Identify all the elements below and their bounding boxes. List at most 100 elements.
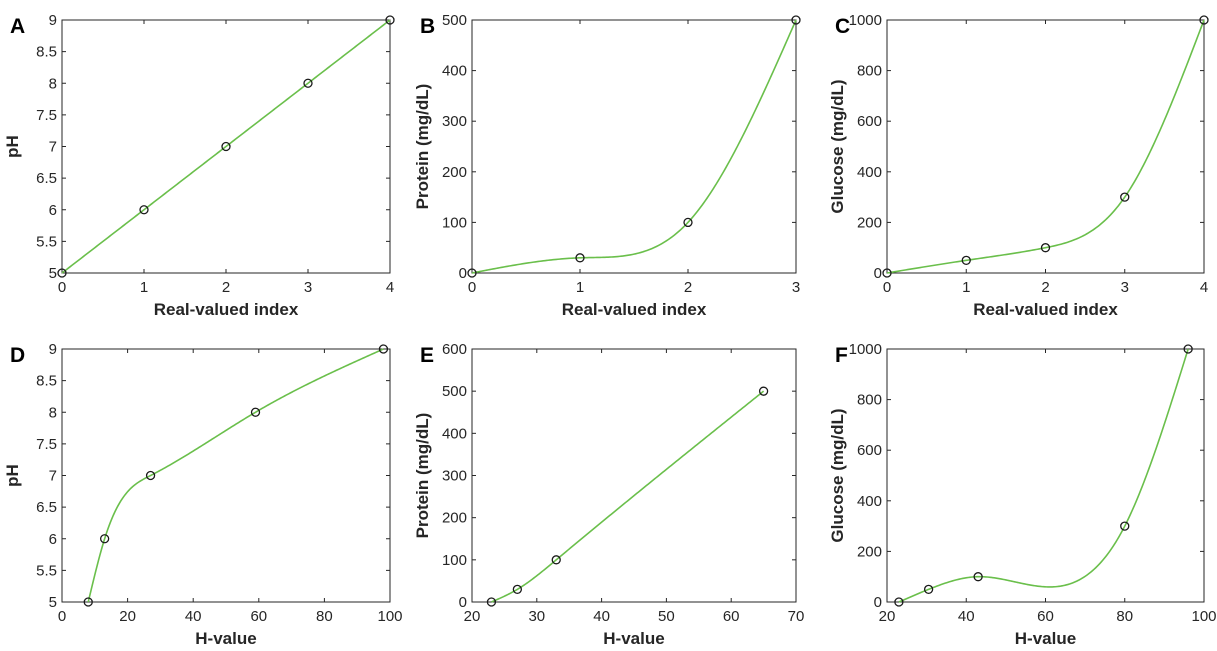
y-tick-label: 0 bbox=[459, 594, 467, 611]
y-tick-label: 300 bbox=[442, 468, 467, 485]
data-point bbox=[1120, 192, 1130, 202]
y-tick-label: 500 bbox=[442, 383, 467, 400]
y-tick-label: 5 bbox=[49, 265, 57, 282]
x-tick-label: 40 bbox=[185, 608, 202, 625]
y-tick-label: 6 bbox=[49, 202, 57, 219]
chart-panel-b: B 0 1 2 3 0 100 200 300 400 500 Real-valued index Pr… bbox=[413, 12, 801, 319]
y-tick-label: 100 bbox=[442, 552, 467, 569]
y-tick-label: 5 bbox=[49, 594, 57, 611]
y-tick-label: 600 bbox=[857, 442, 882, 459]
x-tick-label: 30 bbox=[528, 608, 545, 625]
axes-frame bbox=[886, 348, 1205, 603]
x-tick-label: 1 bbox=[962, 279, 970, 296]
panel-letter: B bbox=[420, 15, 435, 38]
x-axis-label: Real-valued index bbox=[973, 300, 1118, 319]
data-point bbox=[683, 217, 693, 228]
x-tick-label: 60 bbox=[1037, 608, 1054, 625]
y-tick-label: 400 bbox=[442, 425, 467, 442]
x-tick-label: 0 bbox=[883, 279, 891, 296]
x-tick-label: 100 bbox=[1191, 608, 1216, 625]
y-tick-label: 200 bbox=[857, 214, 882, 231]
y-tick-label: 5.5 bbox=[36, 233, 57, 250]
x-tick-label: 2 bbox=[222, 279, 230, 296]
x-tick-label: 2 bbox=[684, 279, 692, 296]
y-tick-label: 100 bbox=[442, 214, 467, 231]
y-tick-label: 7.5 bbox=[36, 436, 57, 453]
chart-panel-f: F20 40 60 80 10002004006008001000H-valueGluc… bbox=[828, 341, 1217, 648]
data-point bbox=[57, 268, 67, 278]
axes-frame bbox=[471, 348, 797, 603]
y-tick-label: 300 bbox=[442, 113, 467, 130]
x-tick-label: 2 bbox=[1041, 279, 1049, 296]
y-tick-label: 7 bbox=[49, 468, 57, 485]
y-tick-label: 800 bbox=[857, 63, 882, 80]
data-point bbox=[303, 78, 313, 88]
x-tick-label: 4 bbox=[1200, 279, 1208, 296]
y-tick-label: 400 bbox=[857, 493, 882, 510]
data-point bbox=[973, 572, 983, 582]
y-tick-label: 8 bbox=[49, 75, 57, 92]
y-tick-label: 8.5 bbox=[36, 373, 57, 390]
data-point bbox=[467, 268, 477, 278]
panel-letter: A bbox=[10, 15, 25, 38]
data-point bbox=[894, 597, 904, 607]
panel-letter: C bbox=[835, 15, 850, 38]
x-tick-label: 1 bbox=[140, 279, 148, 296]
x-tick-label: 40 bbox=[593, 608, 610, 625]
y-tick-label: 500 bbox=[442, 12, 467, 29]
y-axis-label: Glucose (mg/dL) bbox=[828, 408, 847, 542]
x-axis-label: H-value bbox=[1015, 629, 1076, 648]
chart-panel-a: A 0 1 2 3 4 5 5.5 6 6.5 7 7.5 8 8.5 9 Real-valued index… bbox=[3, 12, 395, 319]
series-line bbox=[898, 348, 1189, 603]
y-tick-label: 6.5 bbox=[36, 499, 57, 516]
data-point bbox=[758, 386, 769, 396]
x-tick-label: 70 bbox=[788, 608, 805, 625]
data-point bbox=[551, 555, 561, 565]
chart-panel-e: E 20 30 40 50 60 70 0 100 200 300 400 500 600 H-value P… bbox=[413, 341, 804, 648]
data-point bbox=[512, 584, 523, 594]
data-point bbox=[145, 470, 156, 481]
data-point bbox=[250, 407, 261, 417]
x-axis-label: Real-valued index bbox=[562, 300, 707, 319]
data-point bbox=[139, 205, 149, 215]
data-point bbox=[99, 534, 110, 544]
series-line bbox=[491, 390, 765, 603]
data-point bbox=[378, 344, 389, 354]
x-tick-label: 4 bbox=[386, 279, 394, 296]
x-tick-label: 0 bbox=[58, 608, 66, 625]
x-tick-label: 0 bbox=[58, 279, 66, 296]
x-axis-label: H-value bbox=[195, 629, 256, 648]
y-tick-label: 200 bbox=[442, 164, 467, 181]
axes-frame bbox=[471, 19, 797, 274]
x-tick-label: 20 bbox=[119, 608, 136, 625]
axes-frame bbox=[886, 19, 1205, 274]
x-tick-label: 50 bbox=[658, 608, 675, 625]
y-tick-label: 1000 bbox=[849, 12, 882, 29]
y-tick-label: 6 bbox=[49, 531, 57, 548]
y-tick-label: 8.5 bbox=[36, 44, 57, 61]
y-tick-label: 600 bbox=[442, 341, 467, 358]
data-point bbox=[1199, 15, 1209, 25]
y-tick-label: 400 bbox=[442, 63, 467, 80]
x-tick-label: 20 bbox=[879, 608, 896, 625]
chart-panel-c: C 0 1 2 3 4 0 200 400 600 800 1000 Real-valued index… bbox=[828, 12, 1209, 319]
y-tick-label: 8 bbox=[49, 404, 57, 421]
x-tick-label: 3 bbox=[1121, 279, 1129, 296]
series-line bbox=[87, 348, 384, 603]
data-point bbox=[486, 597, 497, 607]
y-tick-label: 800 bbox=[857, 392, 882, 409]
y-tick-label: 600 bbox=[857, 113, 882, 130]
y-tick-label: 200 bbox=[857, 543, 882, 560]
panel-letter: F bbox=[835, 344, 848, 367]
series-line bbox=[61, 19, 391, 274]
y-tick-label: 5.5 bbox=[36, 562, 57, 579]
x-tick-label: 3 bbox=[792, 279, 800, 296]
x-tick-label: 60 bbox=[250, 608, 267, 625]
y-tick-label: 9 bbox=[49, 341, 57, 358]
y-tick-label: 9 bbox=[49, 12, 57, 29]
x-tick-label: 1 bbox=[576, 279, 584, 296]
series-line bbox=[471, 19, 797, 274]
data-point bbox=[961, 255, 971, 266]
y-tick-label: 200 bbox=[442, 510, 467, 527]
y-axis-label: Protein (mg/dL) bbox=[413, 413, 432, 539]
